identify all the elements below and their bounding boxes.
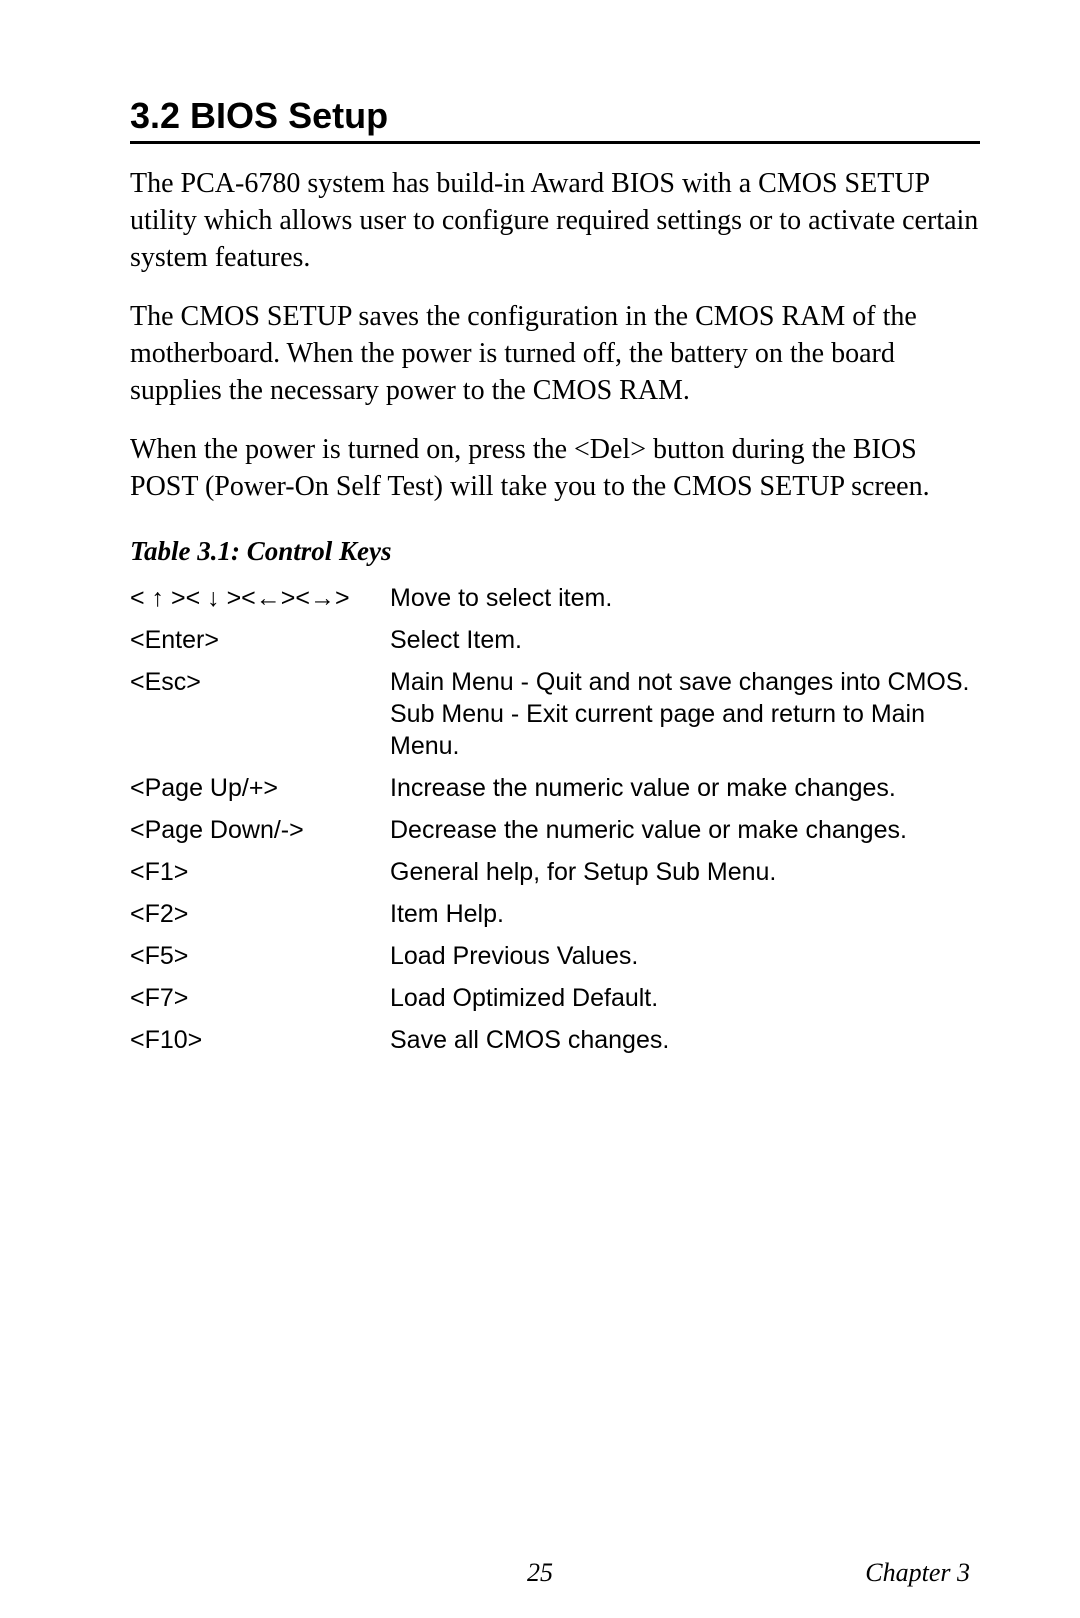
table-row: <F10> Save all CMOS changes. [130,1019,980,1061]
section-heading: 3.2 BIOS Setup [130,95,980,144]
chapter-label: Chapter 3 [865,1558,970,1588]
key-cell: <Page Up/+> [130,767,390,809]
desc-cell: Select Item. [390,619,980,661]
table-caption: Table 3.1: Control Keys [130,536,980,567]
desc-cell: Main Menu - Quit and not save changes in… [390,661,980,767]
key-cell: < ↑ >< ↓ ><←><→> [130,577,390,619]
desc-cell: Increase the numeric value or make chang… [390,767,980,809]
desc-cell: Save all CMOS changes. [390,1019,980,1061]
key-cell: <F2> [130,893,390,935]
page: 3.2 BIOS Setup The PCA-6780 system has b… [0,0,1080,1618]
table-row: <F7> Load Optimized Default. [130,977,980,1019]
table-row: <Esc> Main Menu - Quit and not save chan… [130,661,980,767]
body-paragraph-2: The CMOS SETUP saves the configuration i… [130,299,980,410]
desc-cell: Decrease the numeric value or make chang… [390,809,980,851]
key-cell: <F5> [130,935,390,977]
desc-cell: Move to select item. [390,577,980,619]
table-row: <F1> General help, for Setup Sub Menu. [130,851,980,893]
table-row: <F5> Load Previous Values. [130,935,980,977]
body-paragraph-1: The PCA-6780 system has build-in Award B… [130,166,980,277]
key-cell: <F7> [130,977,390,1019]
key-cell: <Esc> [130,661,390,767]
key-cell: <F1> [130,851,390,893]
key-cell: <Enter> [130,619,390,661]
key-cell: <F10> [130,1019,390,1061]
page-number: 25 [527,1558,553,1588]
desc-cell: Load Optimized Default. [390,977,980,1019]
desc-cell: Item Help. [390,893,980,935]
control-keys-table: < ↑ >< ↓ ><←><→> Move to select item. <E… [130,577,980,1061]
table-row: <Enter> Select Item. [130,619,980,661]
table-row: <F2> Item Help. [130,893,980,935]
body-paragraph-3: When the power is turned on, press the <… [130,432,980,506]
table-row: < ↑ >< ↓ ><←><→> Move to select item. [130,577,980,619]
key-cell: <Page Down/-> [130,809,390,851]
desc-cell: Load Previous Values. [390,935,980,977]
table-row: <Page Up/+> Increase the numeric value o… [130,767,980,809]
desc-cell: General help, for Setup Sub Menu. [390,851,980,893]
table-row: <Page Down/-> Decrease the numeric value… [130,809,980,851]
